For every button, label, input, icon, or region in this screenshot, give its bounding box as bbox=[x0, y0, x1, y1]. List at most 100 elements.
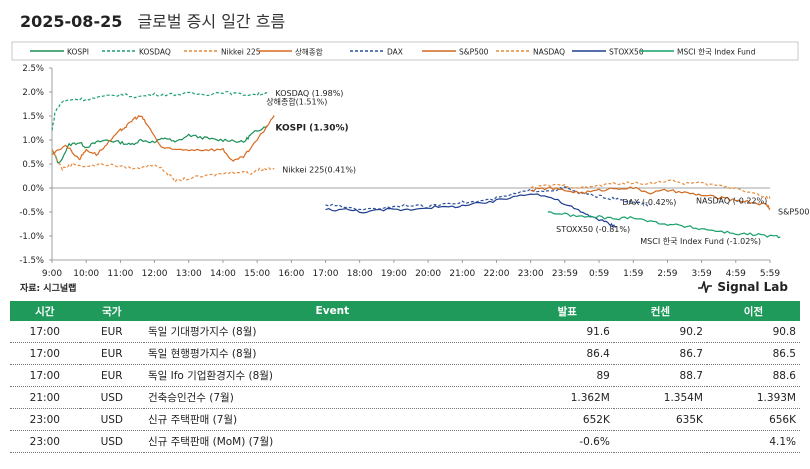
series-line-msci bbox=[547, 211, 781, 239]
y-tick-label: 1.0% bbox=[22, 136, 44, 146]
cell-consensus: 1.354M bbox=[613, 386, 707, 409]
series-line-dax bbox=[325, 185, 651, 211]
chart-grid: -1.5% -1.0% -0.5% 0.0% 0.5% 1.0% 1.5% 2.0% 2.5% 9… bbox=[19, 64, 780, 278]
cell-event: 신규 주택판매 (MoM) (7월) bbox=[143, 430, 521, 453]
x-tick-label: 22:00 bbox=[484, 269, 510, 278]
x-tick-label: 1:59 bbox=[623, 269, 643, 278]
y-tick-label: -1.5% bbox=[19, 256, 44, 266]
cell-actual: -0.6% bbox=[520, 430, 614, 453]
x-tick-label: 0:59 bbox=[589, 269, 609, 278]
table-row: 21:00 USD 건축승인건수 (7월) 1.362M 1.354M 1.39… bbox=[10, 386, 800, 409]
cell-country: EUR bbox=[79, 364, 144, 387]
series-end-label: 상해종합(1.51%) bbox=[266, 97, 327, 107]
legend-label: KOSDAQ bbox=[139, 48, 171, 57]
cell-event: 건축승인건수 (7월) bbox=[143, 386, 521, 409]
series-end-label: KOSDAQ (1.98%) bbox=[275, 89, 343, 98]
series-end-label: MSCI 한국 Index Fund (-1.02%) bbox=[640, 237, 761, 246]
series-line-nikkei bbox=[51, 149, 275, 183]
x-tick-label: 11:00 bbox=[107, 269, 133, 278]
cell-time: 17:00 bbox=[10, 321, 80, 343]
cell-time: 23:00 bbox=[10, 408, 80, 431]
x-tick-label: 17:00 bbox=[313, 269, 339, 278]
x-tick-label: 3:59 bbox=[692, 269, 712, 278]
col-previous: 이전 bbox=[706, 301, 800, 321]
cell-country: USD bbox=[79, 430, 144, 453]
cell-actual: 1.362M bbox=[520, 386, 614, 409]
pulse-icon bbox=[698, 281, 713, 293]
cell-event: 독일 Ifo 기업환경지수 (8월) bbox=[143, 364, 521, 387]
cell-country: EUR bbox=[79, 342, 144, 365]
x-tick-label: 20:00 bbox=[415, 269, 441, 278]
x-tick-label: 9:00 bbox=[42, 269, 62, 278]
cell-consensus: 88.7 bbox=[613, 364, 707, 387]
series-line-stoxx bbox=[325, 193, 617, 228]
economic-calendar-table: 시간 국가 Event 발표 컨센 이전 17:00 EUR 독일 기대평가지수… bbox=[10, 301, 800, 453]
table-row: 23:00 USD 신규 주택판매 (MoM) (7월) -0.6% 4.1% bbox=[10, 430, 800, 453]
cell-previous: 88.6 bbox=[706, 364, 800, 387]
global-index-chart: KOSPI KOSDAQ Nikkei 225 상해종합 DAX S&P500 NASDAQ… bbox=[11, 41, 810, 278]
brand-label: Signal Lab bbox=[717, 280, 788, 294]
cell-consensus bbox=[613, 430, 707, 453]
cell-consensus: 90.2 bbox=[613, 321, 707, 343]
series-line-shanghai bbox=[51, 115, 275, 162]
x-tick-label: 16:00 bbox=[278, 269, 304, 278]
y-tick-label: -0.5% bbox=[19, 208, 44, 218]
chart-legend: KOSPI KOSDAQ Nikkei 225 상해종합 DAX S&P500 NASDAQ… bbox=[11, 41, 799, 61]
cell-event: 독일 현행평가지수 (8월) bbox=[143, 342, 521, 365]
x-tick-label: 14:00 bbox=[210, 269, 236, 278]
series-line-sp500 bbox=[530, 186, 771, 211]
cell-time: 17:00 bbox=[10, 342, 80, 365]
series-end-label: NASDAQ (-0.22%) bbox=[696, 197, 767, 206]
series-line-nasdaq bbox=[530, 179, 771, 199]
legend-label: 상해종합 bbox=[295, 47, 323, 57]
y-tick-label: 2.5% bbox=[22, 64, 44, 74]
source-note: 자료: 시그널랩 bbox=[20, 284, 77, 294]
cell-previous: 90.8 bbox=[706, 321, 800, 343]
cell-country: USD bbox=[79, 386, 144, 409]
table-row: 17:00 EUR 독일 기대평가지수 (8월) 91.6 90.2 90.8 bbox=[10, 321, 800, 343]
legend-label: STOXX50 bbox=[609, 48, 644, 57]
table-header-row: 시간 국가 Event 발표 컨센 이전 bbox=[10, 301, 800, 321]
series-end-label: KOSPI (1.30%) bbox=[275, 124, 348, 134]
legend-label: Nikkei 225 bbox=[221, 48, 261, 57]
series-end-label: STOXX50 (-0.81%) bbox=[556, 225, 630, 234]
brand: Signal Lab bbox=[698, 280, 788, 294]
y-tick-label: 0.5% bbox=[22, 160, 44, 170]
x-tick-label: 18:00 bbox=[347, 269, 373, 278]
table-row: 17:00 EUR 독일 Ifo 기업환경지수 (8월) 89 88.7 88.… bbox=[10, 364, 800, 387]
series-end-label: DAX (-0.42%) bbox=[622, 198, 676, 207]
cell-previous: 656K bbox=[706, 408, 800, 431]
cell-actual: 91.6 bbox=[520, 321, 614, 343]
col-consensus: 컨센 bbox=[613, 301, 707, 321]
series-line-kosdaq bbox=[51, 90, 268, 131]
cell-time: 17:00 bbox=[10, 364, 80, 387]
series-line-kospi bbox=[51, 125, 268, 164]
legend-label: NASDAQ bbox=[533, 48, 565, 57]
x-tick-label: 5:59 bbox=[760, 269, 780, 278]
x-tick-label: 15:00 bbox=[244, 269, 270, 278]
x-tick-label: 23:59 bbox=[552, 269, 578, 278]
cell-consensus: 635K bbox=[613, 408, 707, 431]
col-event: Event bbox=[143, 301, 521, 321]
x-tick-label: 23:00 bbox=[518, 269, 544, 278]
page-title: 2025-08-25 글로벌 증시 일간 흐름 bbox=[20, 8, 285, 32]
cell-actual: 652K bbox=[520, 408, 614, 431]
series-end-label: Nikkei 225(0.41%) bbox=[282, 165, 356, 174]
x-tick-label: 12:00 bbox=[142, 269, 168, 278]
legend-box bbox=[11, 41, 799, 61]
table-row: 17:00 EUR 독일 현행평가지수 (8월) 86.4 86.7 86.5 bbox=[10, 342, 800, 365]
table-row: 23:00 USD 신규 주택판매 (7월) 652K 635K 656K bbox=[10, 408, 800, 431]
x-tick-label: 21:00 bbox=[449, 269, 475, 278]
x-tick-label: 13:00 bbox=[176, 269, 202, 278]
col-actual: 발표 bbox=[520, 301, 614, 321]
y-tick-label: 1.5% bbox=[22, 112, 44, 122]
cell-country: USD bbox=[79, 408, 144, 431]
legend-label: MSCI 한국 Index Fund bbox=[677, 48, 756, 57]
col-country: 국가 bbox=[79, 301, 144, 321]
title-text: 글로벌 증시 일간 흐름 bbox=[137, 12, 286, 31]
col-time: 시간 bbox=[10, 301, 80, 321]
y-tick-label: -1.0% bbox=[19, 232, 44, 242]
cell-previous: 4.1% bbox=[706, 430, 800, 453]
cell-country: EUR bbox=[79, 321, 144, 343]
chart-plot: KOSPI (1.30%) KOSDAQ (1.98%) Nikkei 225(0.… bbox=[51, 89, 810, 246]
